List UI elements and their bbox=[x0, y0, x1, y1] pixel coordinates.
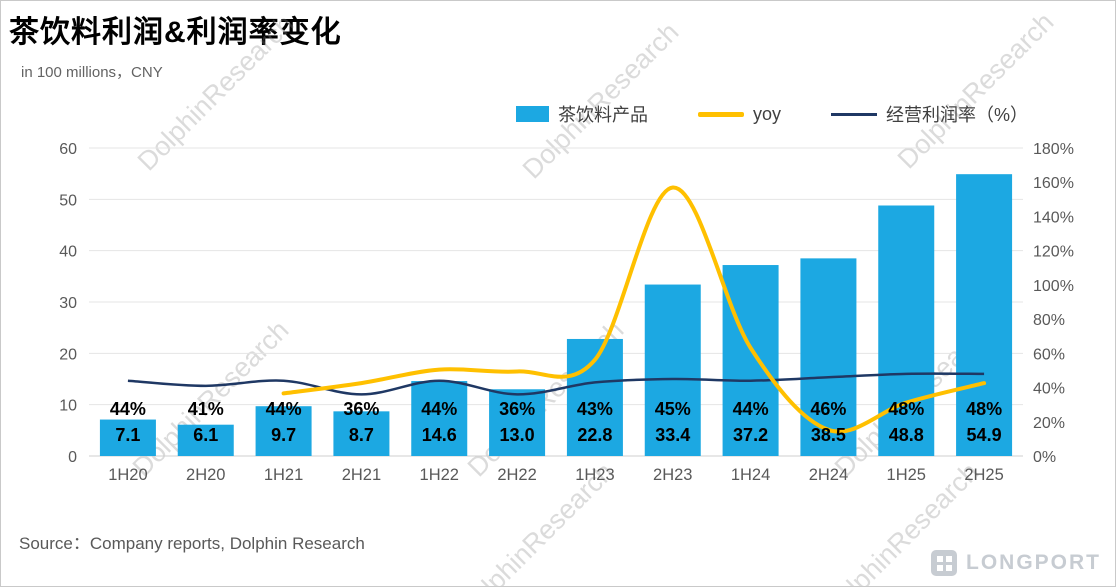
margin-label: 36% bbox=[499, 399, 535, 419]
margin-label: 44% bbox=[733, 399, 769, 419]
right-axis-tick: 20% bbox=[1033, 415, 1065, 432]
longport-logo-text: LONGPORT bbox=[966, 551, 1101, 574]
bar-1H25 bbox=[878, 205, 935, 456]
bar-1H24 bbox=[722, 265, 779, 456]
bar-value-label: 14.6 bbox=[422, 425, 457, 445]
legend-item-bars: 茶饮料产品 bbox=[516, 101, 648, 127]
bar-value-label: 22.8 bbox=[577, 425, 612, 445]
x-axis-label: 2H25 bbox=[964, 466, 1003, 484]
x-axis-label: 1H23 bbox=[575, 466, 614, 484]
x-axis-label: 2H20 bbox=[186, 466, 225, 484]
bar-value-label: 7.1 bbox=[115, 425, 140, 445]
left-axis-tick: 50 bbox=[59, 192, 77, 209]
left-axis-tick: 20 bbox=[59, 346, 77, 363]
yoy-line-swatch-icon bbox=[698, 111, 744, 117]
x-axis-label: 1H25 bbox=[887, 466, 926, 484]
yoy-line bbox=[281, 185, 987, 434]
left-axis-tick: 0 bbox=[68, 449, 77, 466]
source-note: Source：Company reports, Dolphin Research bbox=[19, 534, 365, 553]
operating-margin-line bbox=[127, 372, 985, 396]
left-axis-tick: 60 bbox=[59, 141, 77, 158]
bar-value-label: 48.8 bbox=[889, 425, 924, 445]
page-title: 茶饮料利润&利润率变化 bbox=[9, 16, 342, 49]
right-axis-tick: 120% bbox=[1033, 244, 1074, 261]
bar-value-label: 33.4 bbox=[655, 425, 690, 445]
x-axis-label: 1H22 bbox=[420, 466, 459, 484]
bar-1H21 bbox=[255, 406, 312, 456]
legend-item-yoy: yoy bbox=[698, 104, 781, 125]
bar-1H20 bbox=[99, 419, 156, 456]
legend-label-bars: 茶饮料产品 bbox=[558, 105, 648, 125]
margin-label: 44% bbox=[266, 399, 302, 419]
margin-label: 46% bbox=[810, 399, 846, 419]
longport-logo: LONGPORT bbox=[931, 550, 1101, 576]
bar-value-label: 6.1 bbox=[193, 425, 218, 445]
bar-value-label: 37.2 bbox=[733, 425, 768, 445]
left-axis-tick: 30 bbox=[59, 295, 77, 312]
margin-label: 36% bbox=[343, 399, 379, 419]
margin-label: 41% bbox=[188, 399, 224, 419]
right-axis-tick: 80% bbox=[1033, 312, 1065, 329]
left-axis-tick: 40 bbox=[59, 244, 77, 261]
profit-chart: 0 10 20 30 40 50 60 0% 20% 40% 60% 80% 100% 120% 140% 1… bbox=[59, 141, 1074, 484]
longport-logo-icon bbox=[931, 550, 957, 576]
x-axis-label: 2H21 bbox=[342, 466, 381, 484]
chart-unit-subtitle: in 100 millions，CNY bbox=[21, 64, 163, 81]
chart-legend: 茶饮料产品 yoy 经营利润率（%） bbox=[516, 101, 1028, 127]
x-axis-label: 1H21 bbox=[264, 466, 303, 484]
x-axis-label: 2H22 bbox=[497, 466, 536, 484]
right-axis-tick: 60% bbox=[1033, 346, 1065, 363]
right-axis-tick: 0% bbox=[1033, 449, 1056, 466]
x-axis-label: 1H24 bbox=[731, 466, 770, 484]
bar-value-label: 9.7 bbox=[271, 425, 296, 445]
margin-label: 48% bbox=[966, 399, 1002, 419]
x-axis-label: 2H24 bbox=[809, 466, 848, 484]
bar-2H24 bbox=[800, 258, 857, 456]
right-axis-tick: 100% bbox=[1033, 278, 1074, 295]
legend-label-yoy: yoy bbox=[753, 103, 782, 124]
x-axis-label: 2H23 bbox=[653, 466, 692, 484]
bar-2H22 bbox=[489, 389, 546, 456]
bar-value-label: 13.0 bbox=[500, 425, 535, 445]
bar-value-label: 38.5 bbox=[811, 425, 846, 445]
bar-swatch-icon bbox=[516, 106, 549, 122]
right-axis-tick: 160% bbox=[1033, 175, 1074, 192]
bar-2H20 bbox=[177, 424, 234, 456]
bar-2H25 bbox=[956, 174, 1013, 456]
bar-2H23 bbox=[644, 284, 701, 456]
bar-value-label: 54.9 bbox=[967, 425, 1002, 445]
margin-label: 45% bbox=[655, 399, 691, 419]
x-axis-label: 1H20 bbox=[108, 466, 147, 484]
legend-label-margin: 经营利润率（%） bbox=[886, 105, 1029, 125]
margin-line-swatch-icon bbox=[831, 112, 878, 116]
left-axis-tick: 10 bbox=[59, 398, 77, 415]
bar-1H22 bbox=[411, 381, 468, 456]
margin-label: 44% bbox=[421, 399, 457, 419]
margin-label: 48% bbox=[888, 399, 924, 419]
right-axis-tick: 140% bbox=[1033, 209, 1074, 226]
legend-item-margin: 经营利润率（%） bbox=[831, 101, 1028, 127]
bar-2H21 bbox=[333, 411, 390, 456]
margin-label: 43% bbox=[577, 399, 613, 419]
right-axis-tick: 180% bbox=[1033, 141, 1074, 158]
right-axis-tick: 40% bbox=[1033, 381, 1065, 398]
bar-value-label: 8.7 bbox=[349, 425, 374, 445]
margin-label: 44% bbox=[110, 399, 146, 419]
